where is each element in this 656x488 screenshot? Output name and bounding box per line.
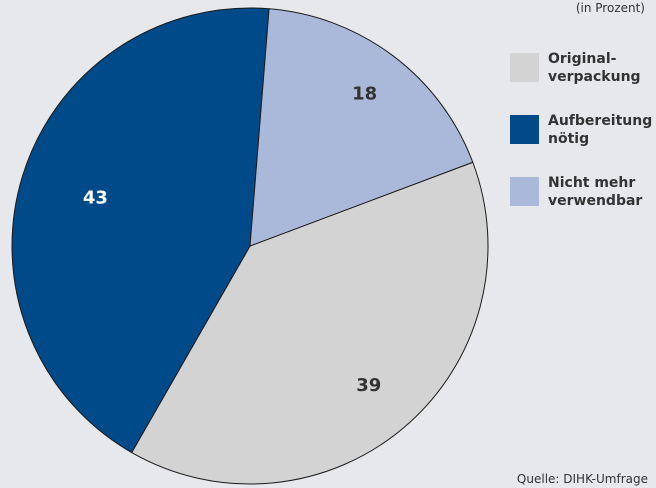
- legend-item-aufbereitung-noetig: Aufbereitung nötig: [510, 112, 653, 174]
- legend-swatch-nicht-mehr-verwendbar: [510, 177, 539, 206]
- pie-slice-originalverpackung: [131, 161, 489, 485]
- unit-note: (in Prozent): [575, 1, 645, 15]
- legend-item-nicht-mehr-verwendbar: Nicht mehr verwendbar: [510, 174, 648, 236]
- legend: Original- verpackung Aufbereitung nötig …: [510, 50, 653, 236]
- pie-slice-nicht-mehr-verwendbar: [249, 8, 474, 247]
- legend-label-originalverpackung: Original- verpackung: [548, 51, 641, 85]
- legend-item-originalverpackung: Original- verpackung: [510, 50, 648, 112]
- data-label-aufbereitung-noetig: 43: [83, 188, 108, 209]
- data-label-originalverpackung: 39: [356, 375, 381, 396]
- legend-label-nicht-mehr-verwendbar: Nicht mehr verwendbar: [548, 175, 643, 209]
- pie-chart: 39 43 18: [11, 7, 489, 485]
- pie-slice-aufbereitung-noetig: [11, 7, 270, 454]
- legend-label-aufbereitung-noetig: Aufbereitung nötig: [548, 113, 653, 147]
- source-note: Quelle: DIHK-Umfrage: [516, 472, 648, 486]
- legend-swatch-originalverpackung: [510, 53, 539, 82]
- legend-swatch-aufbereitung-noetig: [510, 115, 539, 144]
- data-label-nicht-mehr-verwendbar: 18: [352, 83, 377, 104]
